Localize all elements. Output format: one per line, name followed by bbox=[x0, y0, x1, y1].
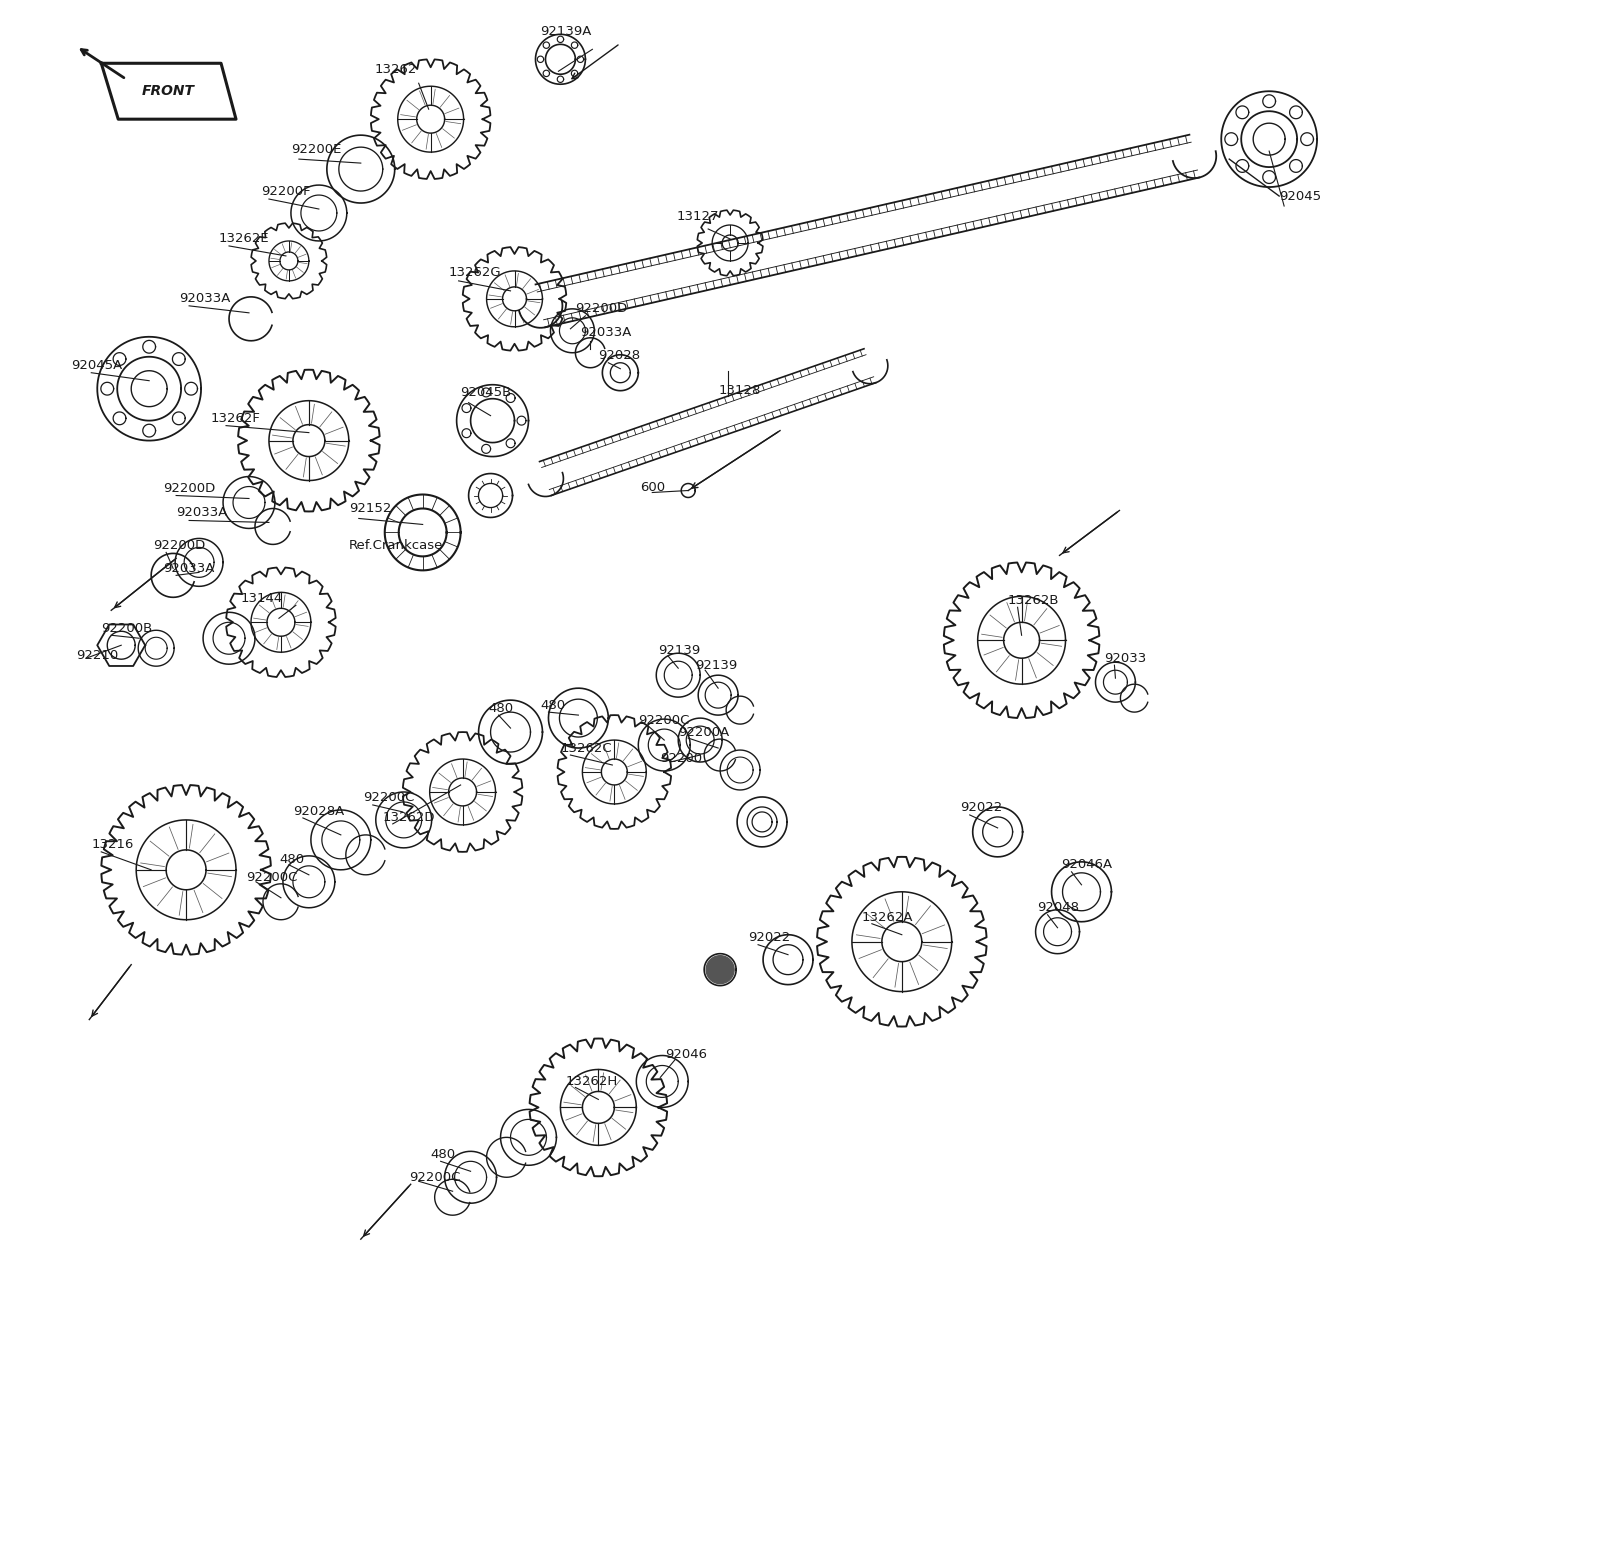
Text: 480: 480 bbox=[541, 699, 565, 711]
Text: 92045A: 92045A bbox=[72, 360, 123, 372]
Text: 92200D: 92200D bbox=[576, 302, 627, 315]
Text: 13127: 13127 bbox=[677, 209, 720, 223]
Text: 92200D: 92200D bbox=[163, 482, 216, 494]
Text: 92152: 92152 bbox=[349, 502, 390, 515]
Text: 480: 480 bbox=[278, 854, 304, 866]
Text: 13262G: 13262G bbox=[448, 267, 501, 279]
Text: 480: 480 bbox=[430, 1149, 456, 1161]
Text: 13128: 13128 bbox=[718, 384, 760, 397]
Text: FRONT: FRONT bbox=[142, 84, 195, 98]
Text: 13144: 13144 bbox=[242, 592, 283, 604]
Polygon shape bbox=[706, 956, 734, 984]
Text: 92200: 92200 bbox=[661, 752, 702, 764]
Text: 92028A: 92028A bbox=[293, 806, 344, 818]
Text: 13262H: 13262H bbox=[565, 1076, 618, 1088]
Text: 13216: 13216 bbox=[91, 839, 134, 851]
Text: 92139: 92139 bbox=[694, 659, 738, 671]
Text: 92139: 92139 bbox=[658, 643, 701, 657]
Text: 92139A: 92139A bbox=[539, 25, 590, 37]
Text: 13262F: 13262F bbox=[211, 412, 261, 425]
Text: 13262: 13262 bbox=[374, 62, 418, 76]
Text: 92033A: 92033A bbox=[581, 327, 632, 339]
Polygon shape bbox=[101, 64, 237, 119]
Text: 92200C: 92200C bbox=[246, 871, 298, 885]
Text: Ref.Crankcase: Ref.Crankcase bbox=[349, 539, 443, 552]
Text: 92033A: 92033A bbox=[176, 505, 227, 519]
Text: 13262B: 13262B bbox=[1008, 594, 1059, 606]
Text: 13262D: 13262D bbox=[382, 811, 435, 825]
Text: 92033A: 92033A bbox=[179, 293, 230, 305]
Text: 92200E: 92200E bbox=[291, 143, 341, 155]
Text: 92033: 92033 bbox=[1104, 651, 1147, 665]
Text: 92048: 92048 bbox=[1037, 901, 1080, 914]
Text: 92200F: 92200F bbox=[261, 184, 310, 197]
Text: 92033A: 92033A bbox=[163, 561, 214, 575]
Text: 92200C: 92200C bbox=[638, 713, 690, 727]
Text: 92210: 92210 bbox=[77, 649, 118, 662]
Text: 92046A: 92046A bbox=[1061, 859, 1112, 871]
Text: 92028: 92028 bbox=[598, 349, 640, 363]
Text: 13262E: 13262E bbox=[219, 232, 270, 245]
Text: 480: 480 bbox=[488, 702, 514, 715]
Text: 92200C: 92200C bbox=[363, 792, 414, 804]
Text: 92200C: 92200C bbox=[408, 1170, 461, 1184]
Text: 92045: 92045 bbox=[1278, 189, 1322, 203]
Text: 92045B: 92045B bbox=[461, 386, 512, 400]
Text: 92200B: 92200B bbox=[101, 622, 152, 636]
Text: 13262C: 13262C bbox=[560, 741, 613, 755]
Text: 92200D: 92200D bbox=[154, 539, 205, 552]
Text: 92022: 92022 bbox=[749, 932, 790, 944]
Text: 92200A: 92200A bbox=[678, 725, 730, 739]
Text: 13262A: 13262A bbox=[862, 911, 914, 924]
Text: 600: 600 bbox=[640, 480, 666, 494]
Text: 92022: 92022 bbox=[960, 801, 1002, 814]
Text: 92046: 92046 bbox=[666, 1048, 707, 1062]
